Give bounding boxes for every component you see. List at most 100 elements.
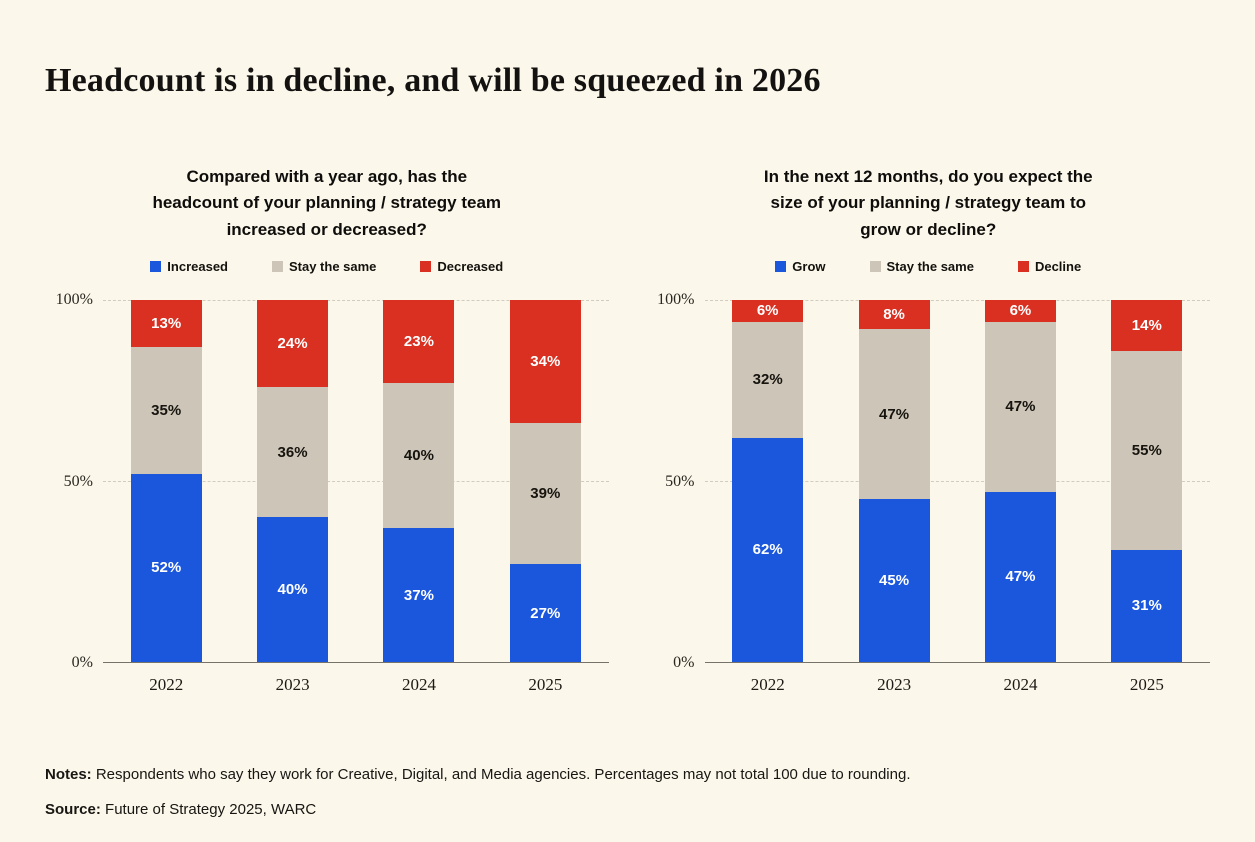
x-tick-label: 2025: [528, 675, 563, 695]
segment-value-label: 47%: [879, 405, 910, 423]
bar-column-2023: 45% 47% 8%: [831, 300, 957, 663]
legend-item-decreased: Decreased: [420, 258, 503, 274]
segment-value-label: 34%: [530, 353, 561, 371]
notes-label: Notes:: [45, 766, 92, 784]
bars: 62% 32% 6% 45% 47% 8% 47% 47% 6% 31% 55% 14%: [705, 300, 1211, 663]
gridline-100: [704, 300, 1210, 302]
bar-column-2024: 37% 40% 23%: [356, 300, 482, 663]
segment-decreased: 23%: [383, 300, 455, 384]
legend-item-stay-the-same: Stay the same: [271, 258, 377, 274]
stacked-bar-2022: 62% 32% 6%: [732, 300, 804, 663]
source-text: Future of Strategy 2025, WARC: [105, 800, 317, 818]
stacked-bar-2023: 40% 36% 24%: [257, 300, 329, 663]
segment-value-label: 6%: [756, 302, 779, 320]
x-tick-label: 2025: [1129, 675, 1164, 695]
segment-value-label: 24%: [277, 334, 308, 352]
plot-area: 0% 50% 100% 62% 32% 6% 45% 47% 8% 47% 47% 6% 31% 55%…: [647, 291, 1211, 671]
legend-swatch-icon: [869, 260, 881, 272]
segment-value-label: 45%: [879, 572, 910, 590]
page-title: Headcount is in decline, and will be squ…: [45, 62, 821, 99]
y-tick-label: 50%: [665, 472, 695, 490]
segment-decline: 8%: [858, 300, 930, 330]
segment-value-label: 6%: [1009, 302, 1032, 320]
segment-value-label: 40%: [277, 581, 308, 599]
legend-item-increased: Increased: [150, 258, 228, 274]
legend-swatch-icon: [1017, 260, 1029, 272]
y-tick-label: 100%: [657, 291, 695, 309]
segment-decreased: 34%: [509, 300, 581, 424]
segment-value-label: 52%: [151, 559, 182, 577]
bar-column-2025: 31% 55% 14%: [1084, 300, 1210, 663]
segment-stay-the-same: 32%: [732, 321, 804, 438]
segment-value-label: 47%: [1005, 398, 1036, 416]
segment-stay-the-same: 35%: [130, 347, 202, 474]
legend-swatch-icon: [271, 260, 283, 272]
legend-label: Stay the same: [288, 258, 377, 274]
segment-value-label: 31%: [1131, 597, 1162, 615]
x-tick-label: 2022: [750, 675, 785, 695]
legend-label: Stay the same: [886, 258, 974, 274]
bars-area: 62% 32% 6% 45% 47% 8% 47% 47% 6% 31% 55% 14%: [704, 300, 1211, 664]
legend: Increased Stay the same Decreased: [45, 258, 609, 274]
legend-swatch-icon: [420, 260, 432, 272]
stacked-bar-2022: 52% 35% 13%: [130, 300, 202, 663]
chart-title: In the next 12 months, do you expect the…: [763, 167, 1093, 239]
legend-label: Grow: [792, 258, 826, 274]
bar-column-2023: 40% 36% 24%: [229, 300, 355, 663]
segment-stay-the-same: 36%: [257, 386, 329, 518]
segment-value-label: 39%: [530, 485, 561, 503]
segment-grow: 45%: [858, 499, 930, 663]
segment-decline: 6%: [732, 300, 804, 322]
segment-decline: 6%: [984, 300, 1056, 322]
bar-column-2024: 47% 47% 6%: [957, 300, 1083, 663]
x-axis: 2022 2023 2024 2025: [705, 675, 1211, 695]
segment-value-label: 40%: [403, 447, 434, 465]
gridline-100: [103, 300, 609, 302]
chart-headcount-outlook: In the next 12 months, do you expect the…: [647, 140, 1211, 695]
legend-item-decline: Decline: [1017, 258, 1082, 274]
segment-decreased: 13%: [130, 300, 202, 348]
bars: 52% 35% 13% 40% 36% 24% 37% 40% 23% 27% 39% 34%: [103, 300, 609, 663]
legend-label: Decline: [1034, 258, 1082, 274]
segment-value-label: 23%: [403, 333, 434, 351]
segment-value-label: 8%: [883, 306, 905, 324]
segment-value-label: 62%: [752, 541, 783, 559]
segment-value-label: 27%: [530, 604, 561, 622]
plot-area: 0% 50% 100% 52% 35% 13% 40% 36% 24% 37% 40% 23% 27%…: [45, 291, 609, 671]
segment-decreased: 24%: [257, 300, 329, 387]
legend: Grow Stay the same Decline: [647, 258, 1211, 274]
footnotes: Notes: Respondents who say they work for…: [45, 765, 1210, 819]
y-tick-label: 100%: [55, 291, 93, 309]
x-tick-label: 2024: [401, 675, 436, 695]
segment-stay-the-same: 39%: [509, 423, 581, 565]
chart-title: Compared with a year ago, has the headco…: [152, 167, 502, 239]
segment-grow: 47%: [984, 491, 1056, 663]
y-axis: 0% 50% 100%: [45, 291, 103, 671]
bar-column-2022: 62% 32% 6%: [705, 300, 831, 663]
source-label: Source:: [45, 800, 101, 818]
bar-column-2022: 52% 35% 13%: [103, 300, 229, 663]
legend-label: Increased: [167, 258, 228, 274]
legend-label: Decreased: [437, 258, 504, 274]
gridline-50: [103, 481, 609, 483]
segment-increased: 40%: [257, 517, 329, 663]
segment-value-label: 37%: [403, 586, 434, 604]
segment-stay-the-same: 47%: [858, 329, 930, 500]
stacked-bar-2024: 47% 47% 6%: [984, 300, 1056, 663]
segment-value-label: 14%: [1131, 316, 1162, 334]
y-tick-label: 50%: [63, 472, 93, 490]
notes-text: Respondents who say they work for Creati…: [95, 766, 911, 784]
chart-headcount-change: Compared with a year ago, has the headco…: [45, 140, 609, 695]
charts-row: Compared with a year ago, has the headco…: [45, 140, 1210, 695]
x-axis: 2022 2023 2024 2025: [103, 675, 609, 695]
segment-grow: 31%: [1111, 549, 1183, 663]
segment-increased: 52%: [130, 473, 202, 663]
segment-stay-the-same: 47%: [984, 321, 1056, 492]
segment-decline: 14%: [1111, 300, 1183, 351]
segment-grow: 62%: [732, 437, 804, 663]
stacked-bar-2025: 31% 55% 14%: [1111, 300, 1183, 663]
stacked-bar-2025: 27% 39% 34%: [509, 300, 581, 663]
legend-swatch-icon: [150, 260, 162, 272]
segment-stay-the-same: 55%: [1111, 350, 1183, 550]
